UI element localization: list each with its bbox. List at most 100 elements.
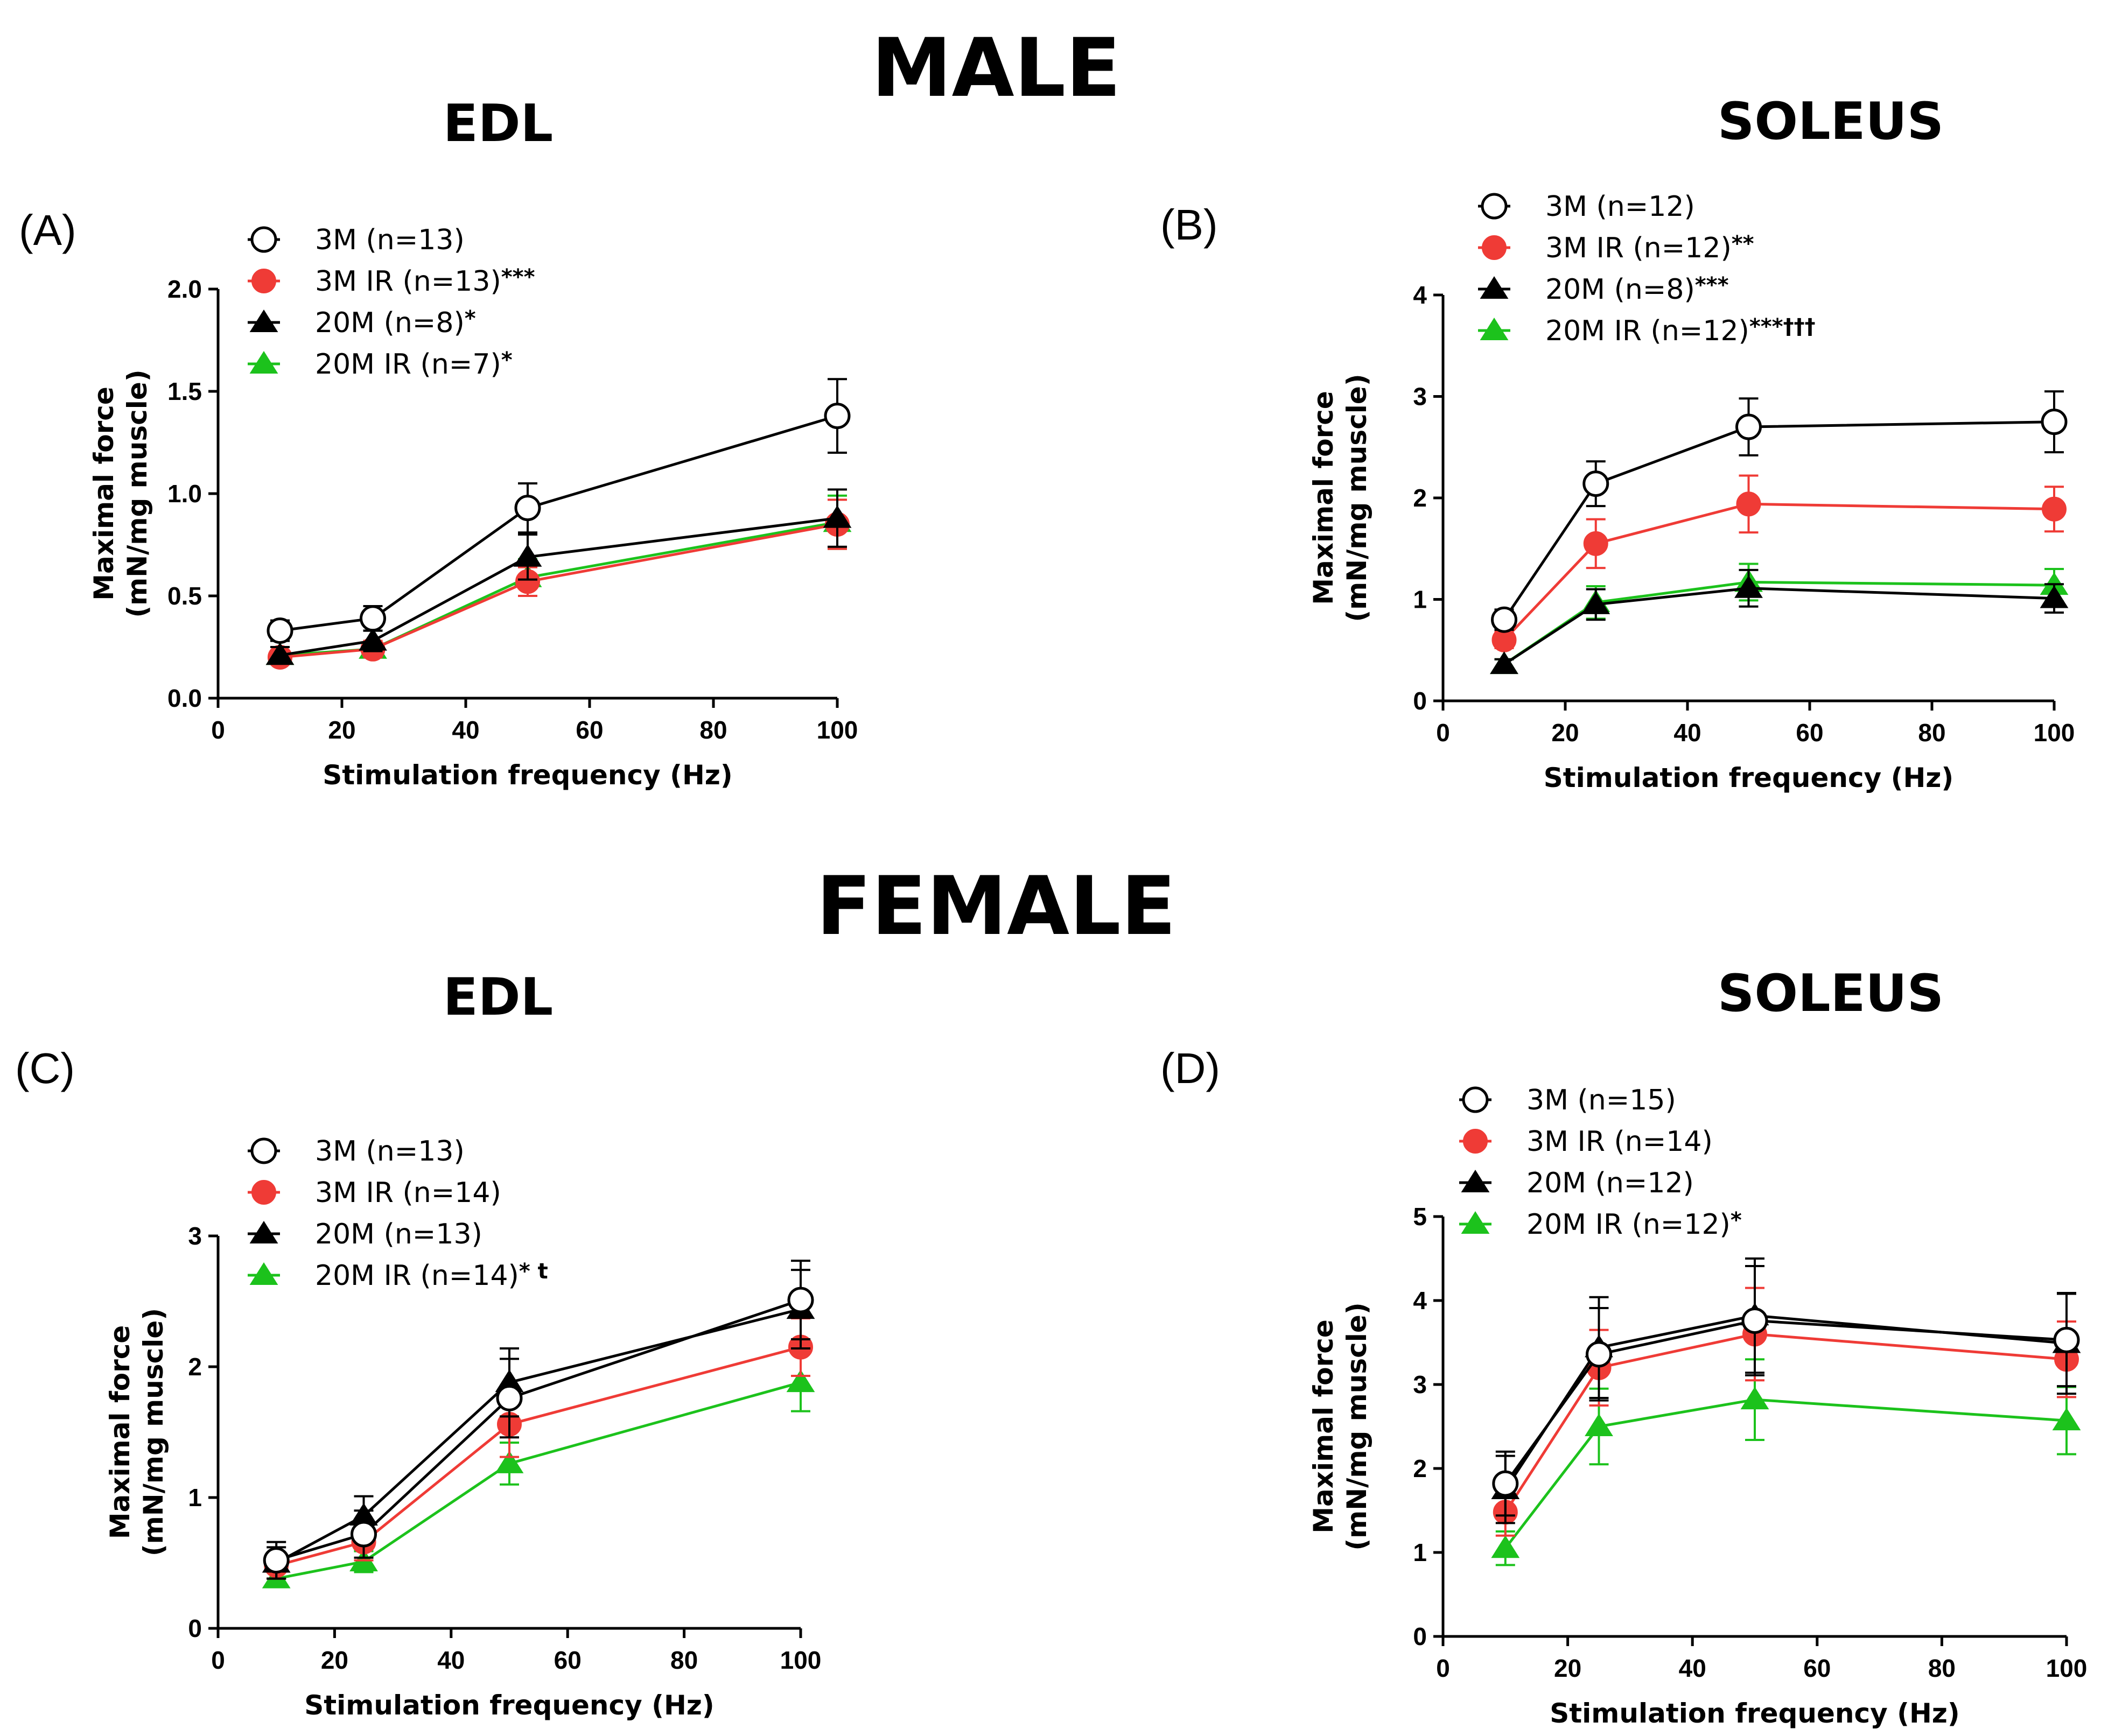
y-tick-label: 0 [1413, 1622, 1427, 1650]
data-point [2052, 1408, 2081, 1431]
legend-item-20m-ir: 20M IR (n=7)* [248, 348, 513, 381]
panel-label: (B) [1160, 201, 1218, 249]
y-tick-label: 0.5 [167, 582, 202, 610]
x-tick-label: 20 [328, 716, 355, 744]
legend-item-3m: 3M (n=13) [248, 224, 465, 256]
x-tick-label: 100 [2034, 719, 2075, 747]
legend-label: 20M (n=13) [315, 1218, 482, 1250]
x-tick-label: 40 [452, 716, 479, 744]
legend-item-20m: 20M (n=8)* [248, 306, 476, 339]
data-point [2053, 1326, 2080, 1353]
significance-marker: *** [501, 265, 535, 290]
data-point [263, 1547, 290, 1574]
series-20m-ir [1491, 1358, 2081, 1566]
series-line-20m-ir [276, 1381, 801, 1580]
y-tick-label: 5 [1413, 1203, 1427, 1231]
legend-text: 3M (n=12) [1545, 191, 1695, 223]
x-tick-label: 100 [780, 1646, 822, 1674]
series-20m [1490, 568, 2069, 674]
data-point [514, 495, 541, 522]
legend-marker [251, 1180, 276, 1205]
legend-label: 20M (n=8)*** [1545, 273, 1729, 306]
x-axis-label: Stimulation frequency (Hz) [304, 1690, 715, 1721]
y-tick-label: 2 [1413, 484, 1427, 512]
x-tick-label: 20 [1554, 1654, 1581, 1682]
legend-marker [1480, 318, 1509, 340]
x-tick-label: 100 [817, 716, 858, 744]
legend-label: 3M (n=13) [315, 1135, 465, 1168]
panel-a: EDL (A) 0 20 40 60 80 100 0.0 0.5 1.0 1.5 2.0 Stimula… [19, 94, 858, 791]
series-line-3m-ir [1503, 502, 2055, 641]
data-point [1490, 651, 1518, 674]
legend-item-20m: 20M (n=8)*** [1478, 273, 1729, 306]
legend-label: 3M IR (n=12)** [1545, 231, 1754, 264]
y-axis-label: Maximal force(mN/mg muscle) [104, 1308, 169, 1556]
x-tick-label: 60 [576, 716, 603, 744]
legend-marker [1482, 235, 1507, 260]
x-tick-label: 60 [1796, 719, 1823, 747]
legend-item-3m: 3M (n=13) [248, 1135, 465, 1168]
x-axis-label: Stimulation frequency (Hz) [323, 760, 733, 791]
series-3m [267, 378, 851, 644]
panel-label: (D) [1160, 1044, 1220, 1092]
legend-item-20m: 20M (n=12) [1459, 1167, 1694, 1199]
legend-item-3m: 3M (n=15) [1459, 1084, 1676, 1116]
legend-item-20m-ir: 20M IR (n=12)* [1459, 1208, 1742, 1241]
data-point [1583, 531, 1608, 556]
y-tick-label: 3 [188, 1222, 202, 1250]
data-point [1491, 1535, 1520, 1558]
x-tick-label: 80 [670, 1646, 698, 1674]
series-line-20m-ir [279, 521, 838, 657]
y-axis-label: Maximal force(mN/mg muscle) [88, 369, 153, 617]
series-20m-ir [265, 494, 852, 665]
legend-text: 20M IR (n=12) [1526, 1208, 1731, 1241]
significance-marker: ** [1732, 231, 1754, 256]
legend-text: 20M (n=8) [315, 307, 465, 339]
significance-marker: *** [1695, 273, 1729, 298]
data-point [2042, 496, 2067, 522]
y-axis-label-line2: (mN/mg muscle) [138, 1308, 169, 1556]
legend-text: 3M (n=15) [1526, 1084, 1676, 1116]
data-point [513, 544, 542, 567]
legend-marker [249, 1221, 278, 1243]
x-tick-label: 40 [1673, 719, 1701, 747]
data-point [1582, 470, 1609, 497]
legend-marker [1461, 1170, 1490, 1192]
series-line-20m-ir [1504, 1398, 2067, 1549]
series-3m [1492, 1265, 2080, 1517]
legend-label: 3M (n=15) [1526, 1084, 1676, 1116]
series-3m-ir [1493, 1287, 2079, 1537]
y-tick-label: 1 [1413, 1538, 1427, 1566]
series-20m [265, 488, 852, 665]
male-title: MALE [871, 22, 1120, 115]
legend-item-3m: 3M (n=12) [1478, 191, 1695, 223]
x-tick-label: 0 [1436, 1654, 1450, 1682]
x-axis-label: Stimulation frequency (Hz) [1550, 1698, 1960, 1729]
series-20m [262, 1269, 815, 1580]
legend-marker [1481, 193, 1508, 220]
legend-item-20m: 20M (n=13) [248, 1218, 482, 1250]
series-line-3m [276, 1298, 801, 1562]
y-axis-label-line2: (mN/mg muscle) [122, 369, 153, 617]
y-axis-label-line1: Maximal force [1308, 1319, 1339, 1534]
x-tick-label: 60 [1803, 1654, 1831, 1682]
series-line-20m [276, 1308, 801, 1564]
panel-c: EDL (C) 0 20 40 60 80 100 0 1 2 3 Stimulation freque… [15, 968, 821, 1721]
series-20m [1491, 1257, 2081, 1524]
y-tick-label: 1 [188, 1484, 202, 1512]
legend-text: 3M IR (n=13) [315, 265, 501, 298]
series-3m [1491, 390, 2068, 633]
legend-text: 20M IR (n=7) [315, 348, 501, 381]
y-axis-label: Maximal force(mN/mg muscle) [1308, 374, 1372, 622]
legend-label: 3M IR (n=14) [315, 1177, 501, 1209]
y-tick-label: 0 [188, 1614, 202, 1642]
muscle-title: SOLEUS [1718, 964, 1944, 1023]
legend-marker [250, 226, 277, 253]
x-tick-label: 80 [699, 716, 727, 744]
legend-text: 3M IR (n=14) [315, 1177, 501, 1209]
y-tick-label: 1.5 [167, 377, 202, 405]
legend-label: 20M IR (n=12)* [1526, 1208, 1742, 1241]
legend-text: 3M IR (n=14) [1526, 1126, 1713, 1158]
data-point [1741, 1307, 1768, 1334]
legend-text: 20M (n=8) [1545, 273, 1695, 306]
